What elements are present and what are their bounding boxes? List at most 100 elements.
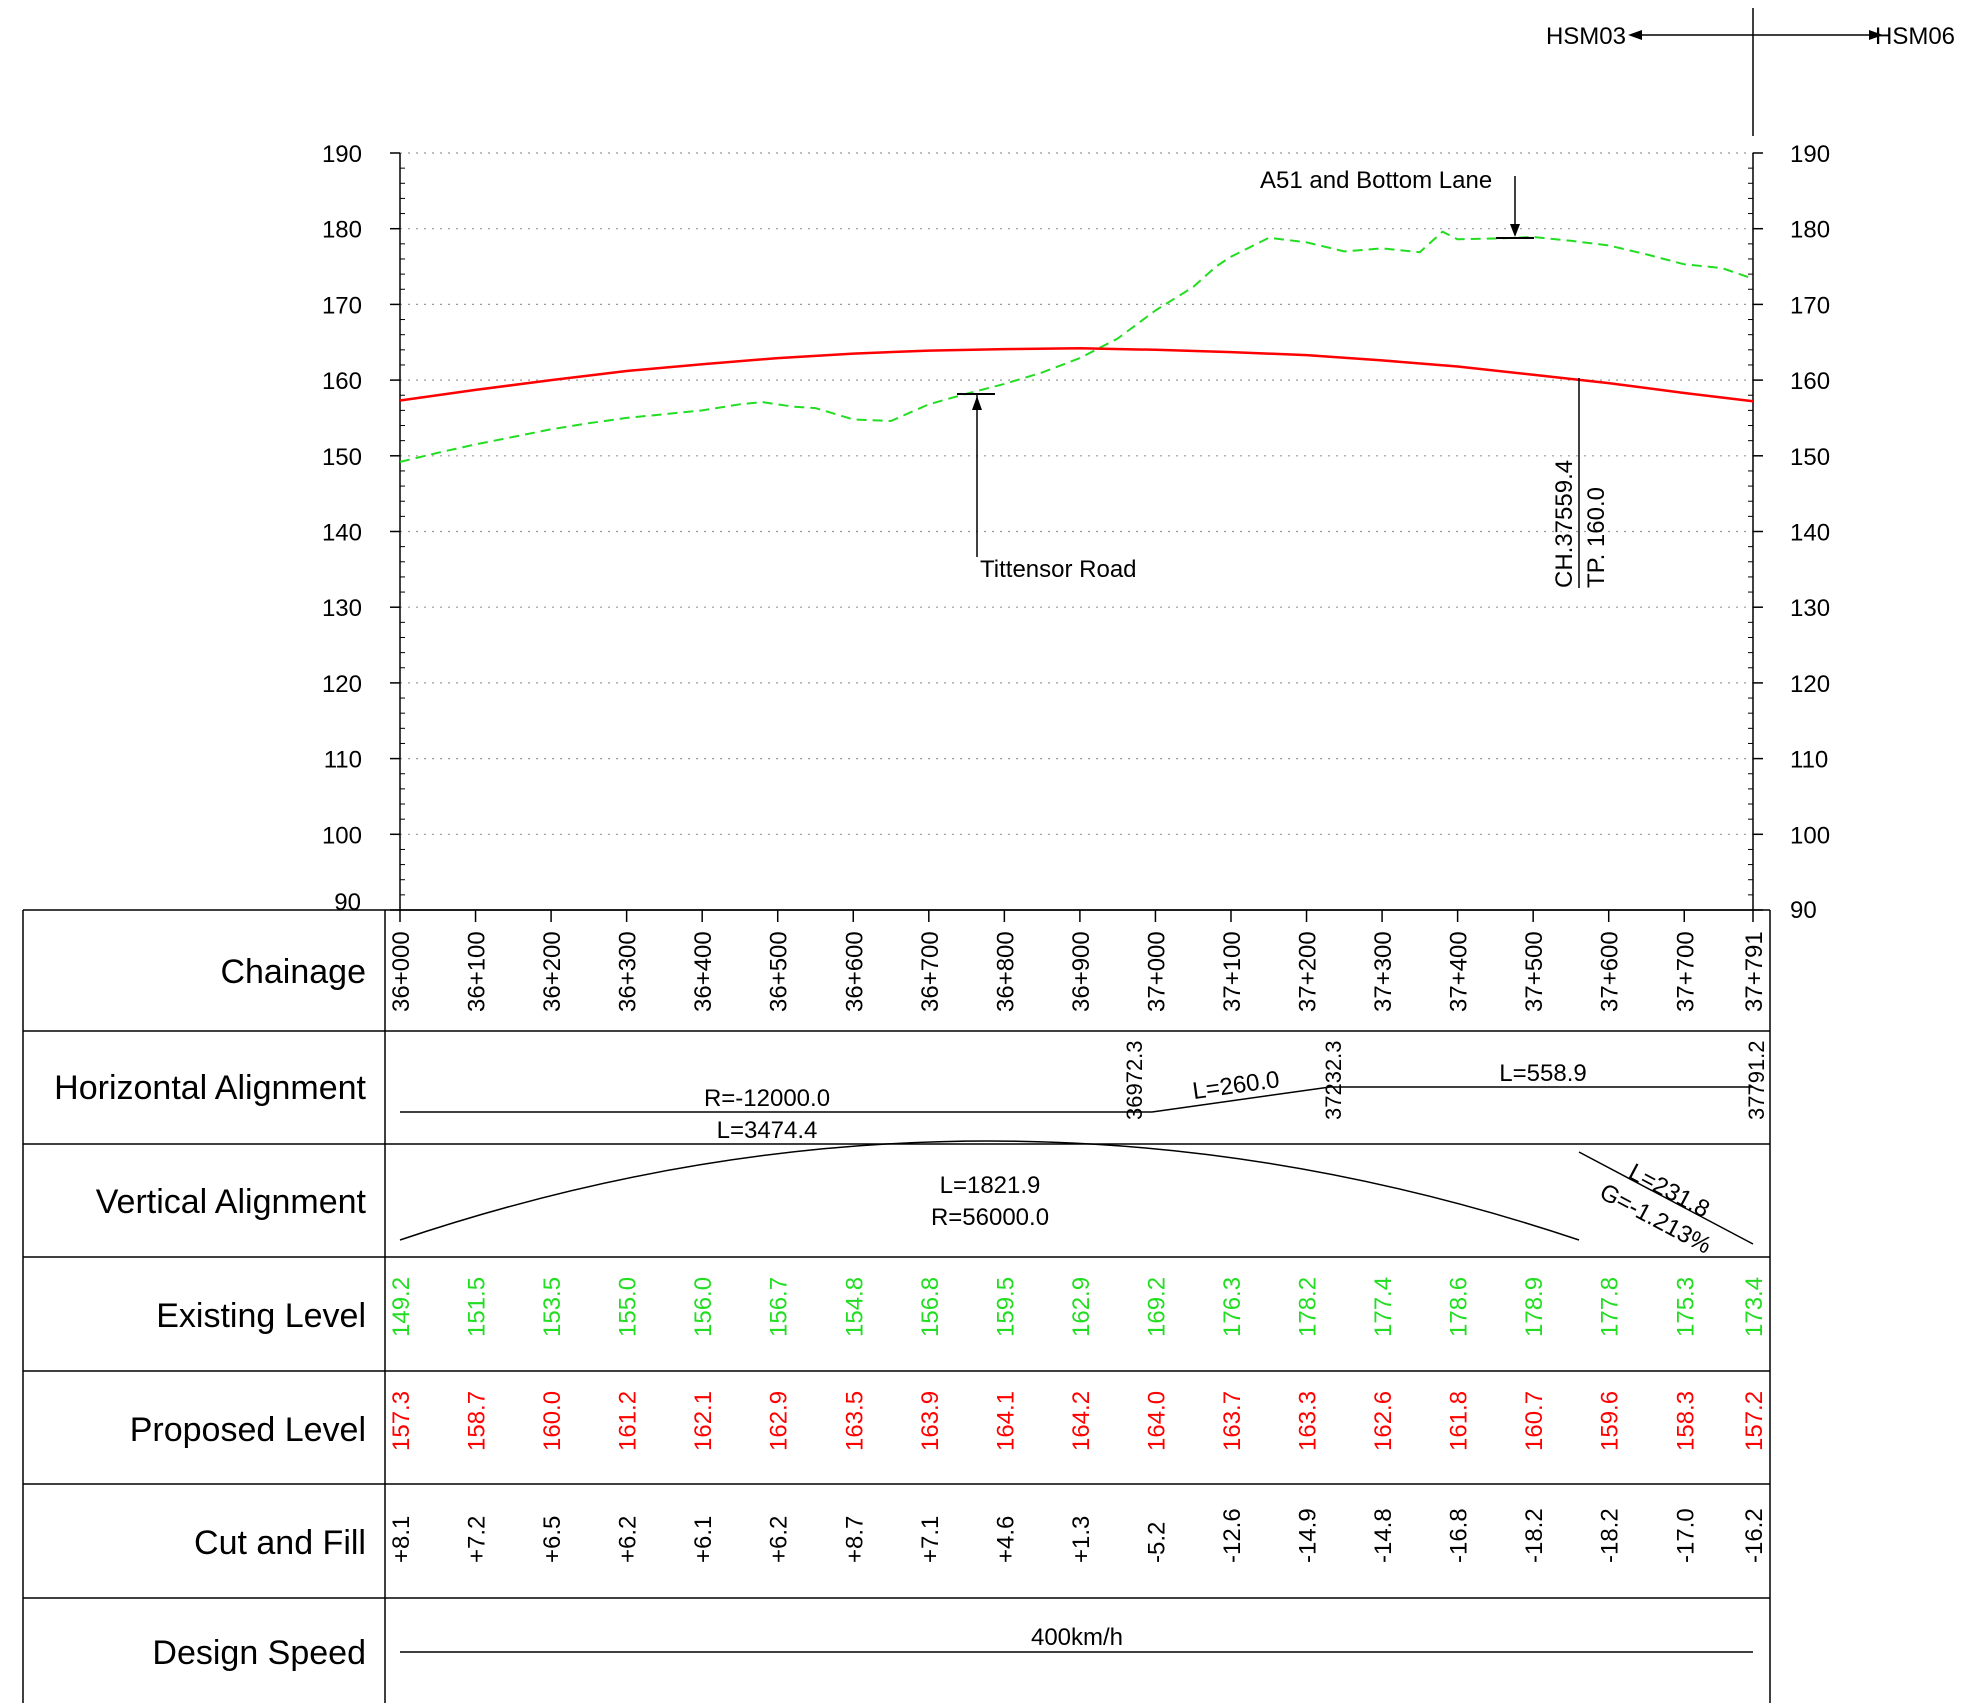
annotation-tittensor-text: Tittensor Road [980, 556, 1137, 583]
cut-fill-value: +8.7 [841, 1516, 868, 1563]
chainage-label: 37+700 [1672, 931, 1699, 1012]
cut-fill-value: +6.5 [539, 1516, 566, 1563]
chainage-label: 36+100 [464, 931, 491, 1012]
existing-level-value: 176.3 [1219, 1277, 1246, 1337]
y-tick-label: 120 [1790, 671, 1830, 698]
cut-fill-value: -18.2 [1597, 1508, 1624, 1563]
existing-level-value: 178.2 [1295, 1277, 1322, 1337]
chainage-label: 36+300 [615, 931, 642, 1012]
y-tick-label: 160 [322, 368, 362, 395]
proposed-level-value: 164.0 [1143, 1391, 1170, 1451]
y-axis-right-labels: 190 180 170 160 150 140 130 120 110 100 90 [1790, 141, 1830, 924]
vertical-alignment-row: L=1821.9 R=56000.0 L=231.8 G=-1.213% [399, 1140, 1754, 1260]
y-tick-label: 170 [322, 292, 362, 319]
cut-fill-value: +7.1 [917, 1516, 944, 1563]
marker-right-label: HSM06 [1875, 23, 1955, 50]
existing-level-value: 177.4 [1370, 1277, 1397, 1337]
h-chainage-3: 37791.2 [1744, 1040, 1769, 1120]
existing-level-value: 156.7 [766, 1277, 793, 1337]
y-tick-label: 90 [1790, 897, 1817, 924]
existing-level-line [399, 230, 1754, 463]
series-group [399, 230, 1754, 463]
y-axis-left-labels: 190 180 170 160 150 140 130 120 110 100 90 [322, 141, 362, 916]
data-table: Chainage Horizontal Alignment Vertical A… [22, 909, 1771, 1703]
chainage-label: 37+400 [1446, 931, 1473, 1012]
y-tick-label: 180 [322, 217, 362, 244]
proposed-level-line [399, 347, 1754, 403]
existing-level-value: 178.9 [1521, 1277, 1548, 1337]
chainage-row: 36+000 36+100 36+200 36+300 36+400 36+500 36+6… [388, 910, 1768, 1012]
h-transition-length: L=260.0 [1191, 1066, 1281, 1105]
row-label-cutfill: Cut and Fill [194, 1524, 366, 1562]
cut-fill-value: +1.3 [1068, 1516, 1095, 1563]
chainage-label: 36+000 [388, 931, 415, 1012]
chainage-label: 36+500 [766, 931, 793, 1012]
y-tick-label: 110 [1790, 747, 1828, 774]
cut-fill-value: +6.1 [690, 1516, 717, 1563]
chainage-label: 36+700 [917, 931, 944, 1012]
cut-fill-value: -16.8 [1446, 1508, 1473, 1563]
cut-fill-value: +7.2 [464, 1516, 491, 1563]
h-chainage-1: 36972.3 [1122, 1040, 1147, 1120]
proposed-level-value: 161.2 [615, 1391, 642, 1451]
cut-fill-row: +8.1 +7.2 +6.5 +6.2 +6.1 +6.2 +8.7 +7.1 +4.6 +1.3… [388, 1508, 1768, 1563]
v-curve-length: L=1821.9 [940, 1172, 1041, 1199]
hsm-marker: HSM03 HSM06 [1546, 8, 1955, 136]
row-label-horizontal: Horizontal Alignment [54, 1069, 366, 1107]
existing-level-value: 162.9 [1068, 1277, 1095, 1337]
y-tick-label: 140 [1790, 520, 1830, 547]
row-label-vertical: Vertical Alignment [96, 1183, 367, 1221]
existing-level-value: 149.2 [388, 1277, 415, 1337]
design-speed-value: 400km/h [1031, 1624, 1123, 1651]
row-label-chainage: Chainage [220, 953, 366, 991]
design-speed-row: 400km/h [400, 1624, 1753, 1653]
row-label-existing: Existing Level [156, 1297, 366, 1335]
cut-fill-value: -12.6 [1219, 1508, 1246, 1563]
proposed-level-value: 157.2 [1741, 1391, 1768, 1451]
proposed-level-value: 160.0 [539, 1391, 566, 1451]
y-tick-label: 120 [322, 671, 362, 698]
y-tick-label: 130 [1790, 595, 1830, 622]
y-tick-label: 190 [322, 141, 362, 168]
h-chainage-2: 37232.3 [1321, 1040, 1346, 1120]
cut-fill-value: +6.2 [615, 1516, 642, 1563]
cut-fill-value: -16.2 [1741, 1508, 1768, 1563]
proposed-level-value: 158.7 [464, 1391, 491, 1451]
y-tick-label: 100 [1790, 822, 1830, 849]
h-curve-length: L=3474.4 [717, 1117, 818, 1144]
y-tick-label: 180 [1790, 217, 1830, 244]
annotation-tittensor: Tittensor Road [957, 393, 1137, 583]
y-tick-label: 150 [322, 444, 362, 471]
row-label-speed: Design Speed [152, 1634, 366, 1672]
cut-fill-value: -14.8 [1370, 1508, 1397, 1563]
y-axis-minor-ticks [400, 167, 1753, 896]
existing-level-value: 154.8 [841, 1277, 868, 1337]
annotation-a51: A51 and Bottom Lane [1260, 167, 1534, 239]
chainage-label: 37+300 [1370, 931, 1397, 1012]
annotation-tp-ch: CH.37559.4 [1551, 460, 1578, 588]
cut-fill-value: -17.0 [1672, 1508, 1699, 1563]
chainage-label: 37+100 [1219, 931, 1246, 1012]
existing-level-row: 149.2 151.5 153.5 155.0 156.0 156.7 154.8 156.8… [388, 1277, 1768, 1337]
proposed-level-value: 162.9 [766, 1391, 793, 1451]
proposed-level-value: 162.1 [690, 1391, 717, 1451]
cut-fill-value: +6.2 [766, 1516, 793, 1563]
existing-level-value: 159.5 [992, 1277, 1019, 1337]
cut-fill-value: -5.2 [1143, 1522, 1170, 1563]
proposed-level-value: 163.7 [1219, 1391, 1246, 1451]
existing-level-value: 177.8 [1597, 1277, 1624, 1337]
proposed-level-value: 163.5 [841, 1391, 868, 1451]
existing-level-value: 151.5 [464, 1277, 491, 1337]
chainage-label: 37+791 [1741, 931, 1768, 1012]
row-label-proposed: Proposed Level [130, 1411, 366, 1449]
chainage-label: 37+500 [1521, 931, 1548, 1012]
chainage-label: 36+900 [1068, 931, 1095, 1012]
proposed-level-row: 157.3 158.7 160.0 161.2 162.1 162.9 163.5 163.9… [388, 1391, 1768, 1451]
chainage-label: 36+200 [539, 931, 566, 1012]
cut-fill-value: +8.1 [388, 1516, 415, 1563]
annotation-tp-level: TP. 160.0 [1583, 487, 1610, 588]
proposed-level-value: 163.9 [917, 1391, 944, 1451]
existing-level-value: 175.3 [1672, 1277, 1699, 1337]
